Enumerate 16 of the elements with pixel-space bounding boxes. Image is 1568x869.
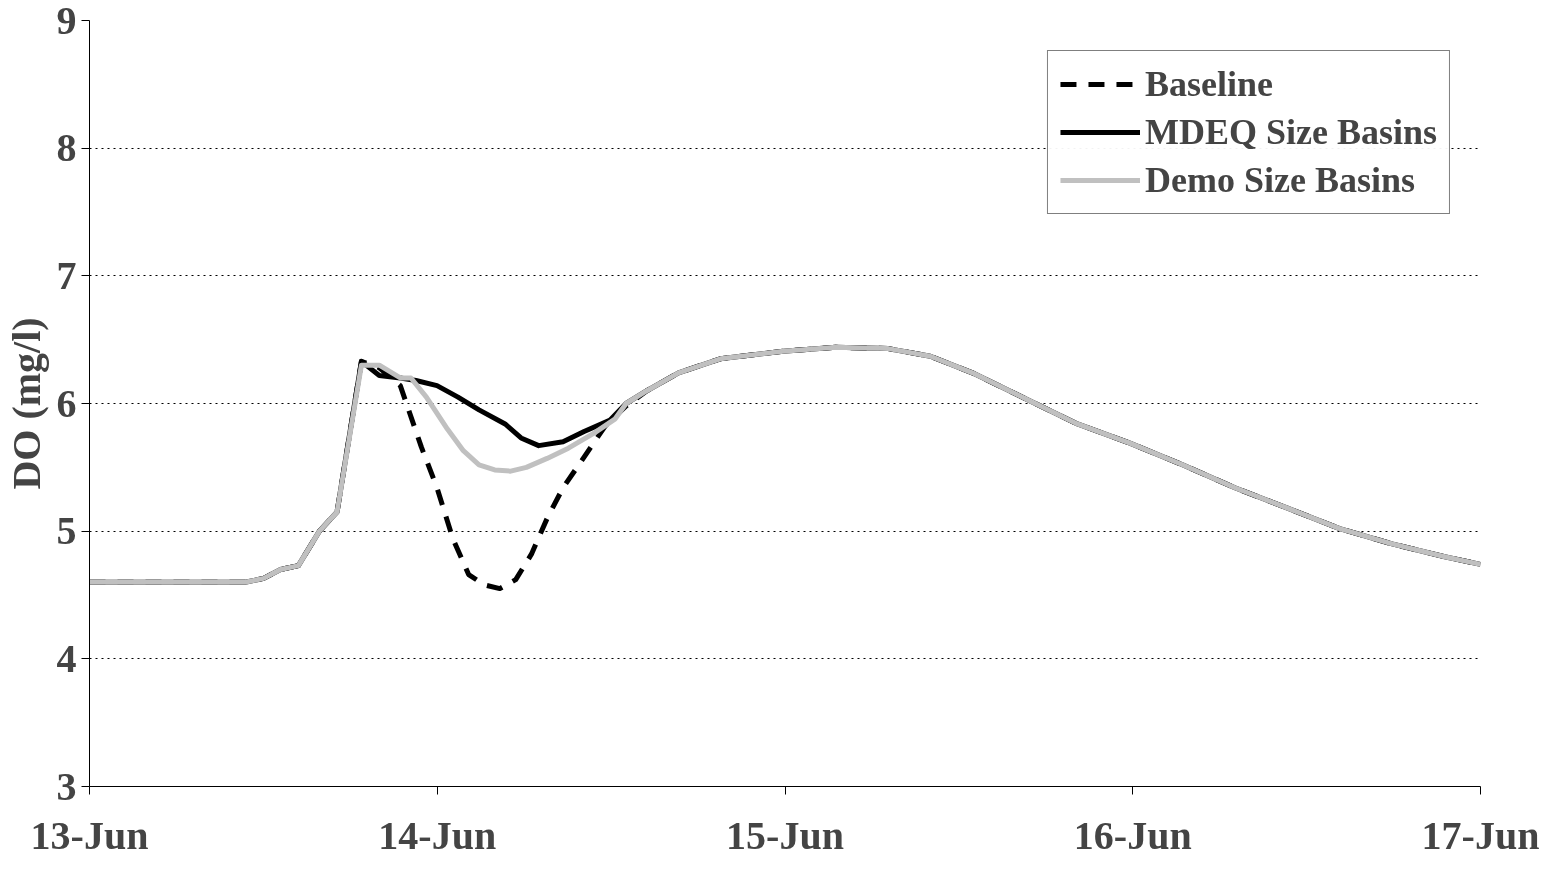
x-tick-label: 13-Jun [30, 812, 149, 858]
legend-label: MDEQ Size Basins [1144, 111, 1437, 153]
y-tick-label: 7 [56, 252, 77, 298]
x-tick-label: 16-Jun [1073, 812, 1192, 858]
legend-label: Demo Size Basins [1144, 159, 1415, 201]
y-tick-label: 4 [56, 635, 77, 681]
y-tick-label: 3 [56, 763, 77, 809]
legend-label: Baseline [1144, 63, 1273, 105]
y-tick-label: 9 [56, 0, 77, 43]
x-tick-label: 17-Jun [1421, 812, 1540, 858]
y-tick-label: 6 [56, 380, 77, 426]
x-tick-label: 14-Jun [378, 812, 497, 858]
y-tick-label: 5 [56, 508, 77, 554]
x-tick-label: 15-Jun [726, 812, 844, 858]
y-axis-title: DO (mg/l) [3, 317, 49, 490]
y-tick-label: 8 [56, 125, 77, 171]
